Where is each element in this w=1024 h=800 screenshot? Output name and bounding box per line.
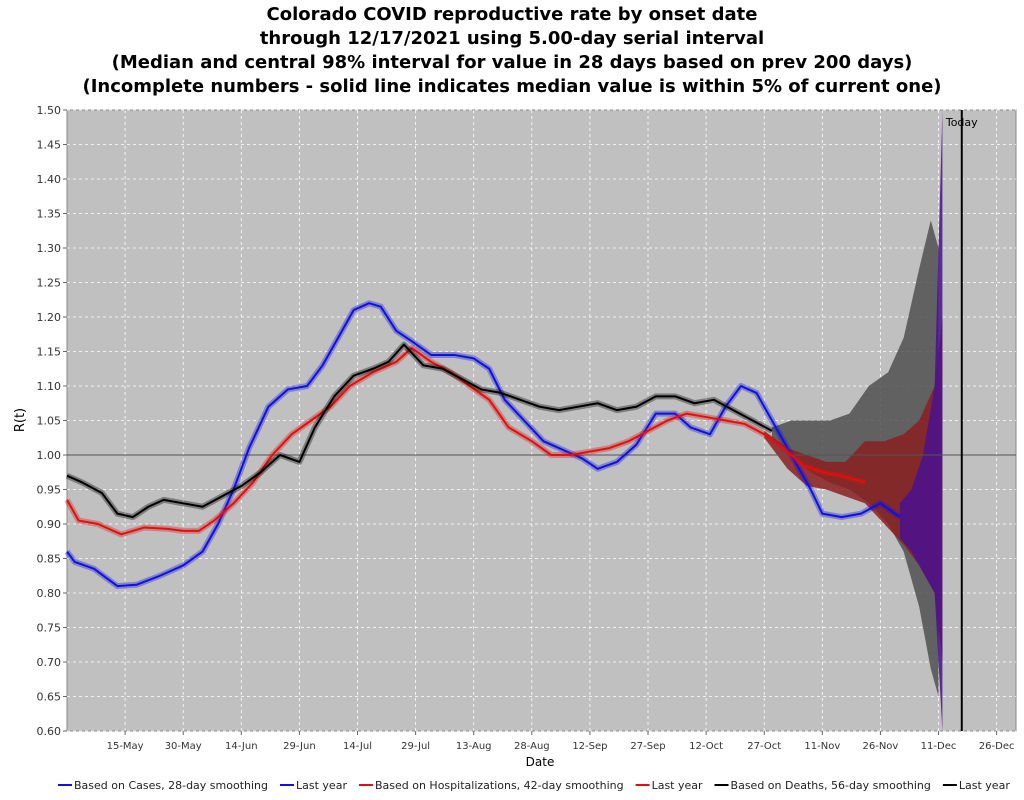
series-lines bbox=[64, 300, 902, 590]
x-tick-label: 12-Oct bbox=[689, 741, 723, 752]
x-axis-label: Date bbox=[526, 755, 555, 769]
x-tick-label: 30-May bbox=[165, 741, 202, 752]
legend-entry-3: Last year bbox=[652, 779, 703, 792]
x-tick-label: 29-Jun bbox=[283, 741, 316, 752]
y-tick-label: 1.10 bbox=[37, 380, 62, 393]
y-tick-label: 1.30 bbox=[37, 242, 62, 255]
y-tick-label: 0.95 bbox=[37, 484, 62, 497]
y-tick-label: 1.25 bbox=[37, 277, 62, 290]
legend-entry-5: Last year bbox=[959, 779, 1010, 792]
cases-interval-band bbox=[899, 110, 943, 731]
x-tick-label: 27-Sep bbox=[630, 741, 665, 752]
grid-lines bbox=[67, 109, 1016, 732]
legend-entry-2: Based on Hospitalizations, 42-day smooth… bbox=[375, 779, 624, 792]
series-line-4 bbox=[66, 343, 773, 519]
y-tick-label: 0.70 bbox=[37, 656, 62, 669]
axes: 0.60 0.65 0.70 0.75 0.80 0.85 0.90 0.95 1.00 1.05… bbox=[37, 104, 1015, 752]
y-axis-label: R(t) bbox=[13, 408, 28, 432]
y-tick-label: 0.90 bbox=[37, 518, 62, 531]
x-tick-label: 11-Nov bbox=[804, 741, 840, 752]
chart-title-line-1: Colorado COVID reproductive rate by onse… bbox=[266, 4, 758, 25]
x-tick-label: 14-Jun bbox=[225, 741, 258, 752]
chart-title-line-3: (Median and central 98% interval for val… bbox=[111, 52, 913, 73]
y-tick-label: 1.05 bbox=[37, 415, 62, 428]
today-marker: Today bbox=[945, 110, 978, 731]
y-tick-label: 1.45 bbox=[37, 139, 62, 152]
x-tick-label: 15-May bbox=[107, 741, 144, 752]
legend: Based on Cases, 28-day smoothing Last yea… bbox=[58, 779, 1010, 792]
series-line-0 bbox=[66, 302, 901, 588]
x-tick-label: 12-Sep bbox=[572, 741, 607, 752]
legend-entry-0: Based on Cases, 28-day smoothing bbox=[74, 779, 268, 792]
interval-bands bbox=[764, 110, 943, 731]
y-tick-label: 0.80 bbox=[37, 587, 62, 600]
y-tick-label: 0.75 bbox=[37, 622, 62, 635]
y-tick-label: 1.35 bbox=[37, 208, 62, 221]
today-label: Today bbox=[945, 116, 978, 129]
x-tick-label: 29-Jul bbox=[401, 741, 430, 752]
x-tick-label: 28-Aug bbox=[514, 741, 550, 752]
y-tick-label: 0.60 bbox=[37, 725, 62, 738]
hosp-interval-band bbox=[764, 317, 943, 662]
y-tick-label: 1.20 bbox=[37, 311, 62, 324]
legend-entry-4: Based on Deaths, 56-day smoothing bbox=[731, 779, 931, 792]
y-tick-label: 1.00 bbox=[37, 449, 62, 462]
chart-title-line-4: (Incomplete numbers - solid line indicat… bbox=[82, 76, 942, 97]
x-tick-label: 13-Aug bbox=[456, 741, 492, 752]
legend-entry-1: Last year bbox=[296, 779, 347, 792]
y-tick-label: 0.65 bbox=[37, 691, 62, 704]
y-tick-label: 1.40 bbox=[37, 173, 62, 186]
x-tick-label: 26-Dec bbox=[979, 741, 1015, 752]
x-tick-label: 26-Nov bbox=[862, 741, 898, 752]
y-tick-label: 1.15 bbox=[37, 346, 62, 359]
chart-title-line-2: through 12/17/2021 using 5.00-day serial… bbox=[259, 28, 765, 49]
x-tick-label: 27-Oct bbox=[747, 741, 781, 752]
x-tick-label: 14-Jul bbox=[343, 741, 372, 752]
y-tick-label: 1.50 bbox=[37, 104, 62, 117]
y-tick-label: 0.85 bbox=[37, 553, 62, 566]
x-tick-label: 11-Dec bbox=[921, 741, 957, 752]
